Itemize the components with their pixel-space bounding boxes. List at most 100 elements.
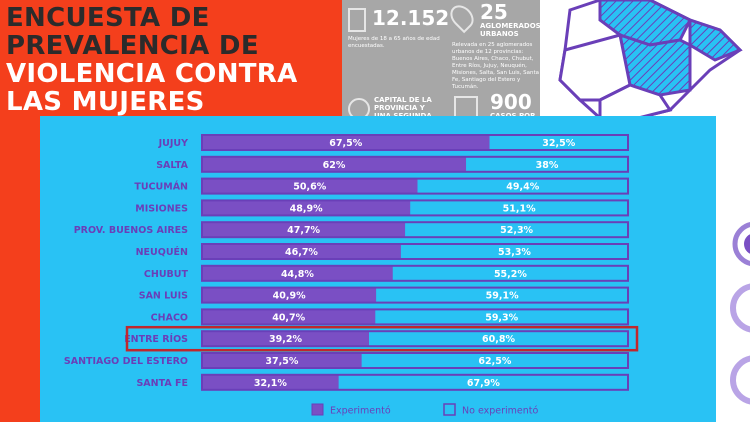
category-label: NEUQUÉN xyxy=(136,246,188,258)
data-label-no-experimento: 53,3% xyxy=(498,247,531,258)
data-label-experimento: 50,6% xyxy=(293,182,326,193)
chart-panel: JUJUY 67,5% 32,5% SALTA 62% 38% TUCUMÁN 50,6% 49… xyxy=(40,116,716,422)
bar-experimento xyxy=(202,156,467,172)
circle-1-inner xyxy=(744,234,750,254)
legend-swatch-experimento xyxy=(311,403,324,416)
bar-no-experimento xyxy=(361,353,628,368)
bar-outline xyxy=(201,373,629,391)
stat-urban-desc: Relevada en 25 aglomerados urbanos de 12… xyxy=(452,42,539,90)
data-label-no-experimento: 67,9% xyxy=(467,378,500,389)
bar-experimento xyxy=(202,331,369,347)
circle-2 xyxy=(730,283,750,333)
infographic-title: ENCUESTA DE PREVALENCIA DE VIOLENCIA CON… xyxy=(6,4,298,116)
bar-outline xyxy=(201,199,629,217)
bar-no-experimento xyxy=(392,265,628,281)
location-pin-icon xyxy=(445,0,479,34)
bar-experimento xyxy=(202,374,339,390)
data-label-no-experimento: 62,5% xyxy=(478,356,511,367)
stat-surveyed-value: 12.152 xyxy=(372,6,450,30)
data-label-no-experimento: 49,4% xyxy=(506,182,539,193)
bar-experimento xyxy=(202,244,401,259)
data-label-experimento: 40,7% xyxy=(272,312,305,323)
data-label-experimento: 39,2% xyxy=(269,334,302,345)
decorative-circles xyxy=(715,210,750,422)
data-label-no-experimento: 59,1% xyxy=(486,291,519,302)
bar-outline xyxy=(201,330,629,348)
bar-outline xyxy=(201,177,629,195)
bar-experimento xyxy=(202,287,377,303)
bar-no-experimento xyxy=(405,222,628,238)
data-label-no-experimento: 55,2% xyxy=(494,269,527,280)
bar-no-experimento xyxy=(466,156,628,172)
bar-no-experimento xyxy=(368,331,628,347)
bar-outline xyxy=(201,221,629,239)
stat-urban-label: AGLOMERADOS URBANOS xyxy=(480,22,540,38)
data-label-experimento: 37,5% xyxy=(265,356,298,367)
title-line-4: LAS MUJERES xyxy=(6,87,205,117)
data-label-experimento: 40,9% xyxy=(273,291,306,302)
circle-3 xyxy=(730,355,750,405)
category-label: SAN LUIS xyxy=(139,291,188,302)
stat-urban: 25 AGLOMERADOS URBANOS xyxy=(480,0,540,38)
bar-outline xyxy=(201,134,629,151)
bar-outline xyxy=(201,286,629,304)
category-label: SALTA xyxy=(156,160,188,171)
checklist-icon xyxy=(348,8,366,32)
bar-experimento xyxy=(202,309,376,325)
circle-1 xyxy=(732,222,750,266)
category-label: CHUBUT xyxy=(144,269,189,280)
legend-swatch-no-experimento xyxy=(443,403,456,416)
data-label-no-experimento: 52,3% xyxy=(500,225,533,236)
argentina-map xyxy=(540,0,750,122)
bar-no-experimento xyxy=(375,309,628,325)
category-label: MISIONES xyxy=(135,203,188,214)
bar-no-experimento xyxy=(410,200,628,216)
map-graphic xyxy=(558,0,743,122)
stat-surveyed: 12.152 xyxy=(372,8,449,28)
bar-no-experimento xyxy=(417,178,628,194)
data-label-no-experimento: 60,8% xyxy=(482,334,515,345)
data-label-no-experimento: 59,3% xyxy=(485,312,518,323)
category-label: TUCUMÁN xyxy=(134,181,188,193)
stats-panel: 12.152 Mujeres de 18 a 65 años de edad e… xyxy=(342,0,540,120)
legend-label-experimento: Experimentó xyxy=(330,406,391,417)
data-label-experimento: 47,7% xyxy=(287,225,320,236)
title-line-2: PREVALENCIA DE xyxy=(6,31,259,61)
category-label: ENTRE RÍOS xyxy=(124,333,188,345)
data-label-experimento: 44,8% xyxy=(281,269,314,280)
legend-label-no-experimento: No experimentó xyxy=(462,406,539,417)
data-label-no-experimento: 32,5% xyxy=(542,138,575,149)
title-line-3: VIOLENCIA CONTRA xyxy=(6,59,298,89)
bar-experimento xyxy=(202,200,411,216)
bar-experimento xyxy=(202,353,362,368)
category-label: JUJUY xyxy=(158,138,188,149)
stat-urban-value: 25 xyxy=(480,0,508,24)
data-label-no-experimento: 51,1% xyxy=(503,203,536,214)
bar-experimento xyxy=(202,265,393,281)
bar-no-experimento xyxy=(400,244,628,259)
bar-outline xyxy=(201,155,629,173)
bar-experimento xyxy=(202,178,418,194)
data-label-no-experimento: 38% xyxy=(536,160,559,171)
highlight-box xyxy=(125,325,639,352)
data-label-experimento: 62% xyxy=(323,160,346,171)
bar-no-experimento xyxy=(338,374,628,390)
bar-outline xyxy=(201,243,629,260)
title-line-1: ENCUESTA DE xyxy=(6,3,210,33)
bar-no-experimento xyxy=(376,287,628,303)
bar-outline xyxy=(201,264,629,282)
circles-graphic xyxy=(730,222,750,405)
category-label: SANTA FE xyxy=(136,378,188,389)
data-label-experimento: 32,1% xyxy=(254,378,287,389)
data-label-experimento: 46,7% xyxy=(285,247,318,258)
stacked-bar-chart: JUJUY 67,5% 32,5% SALTA 62% 38% TUCUMÁN 50,6% 49… xyxy=(64,134,639,417)
stat-surveyed-desc: Mujeres de 18 a 65 años de edad encuesta… xyxy=(348,36,440,49)
bar-outline xyxy=(201,308,629,326)
bar-experimento xyxy=(202,222,406,238)
data-label-experimento: 48,9% xyxy=(290,203,323,214)
category-label: SANTIAGO DEL ESTERO xyxy=(64,356,188,367)
bar-no-experimento xyxy=(489,135,628,150)
bar-outline xyxy=(201,352,629,369)
stat-cases-value: 900 xyxy=(490,90,532,114)
bar-experimento xyxy=(202,135,490,150)
